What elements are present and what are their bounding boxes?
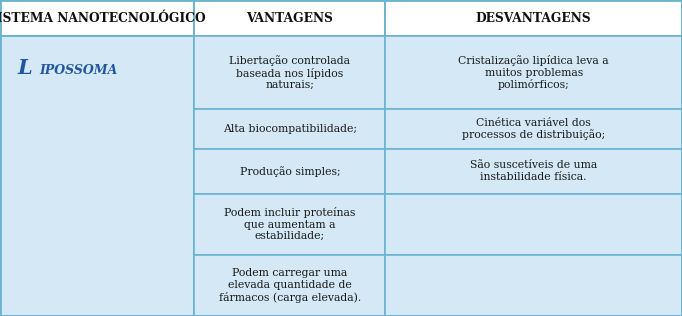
Text: Libertação controlada
baseada nos lípidos
naturais;: Libertação controlada baseada nos lípido… [229,55,351,90]
Bar [0,36,194,316]
Text: Cristalização lipídica leva a
muitos problemas
polimórficos;: Cristalização lipídica leva a muitos pro… [458,55,609,90]
Text: VANTAGENS: VANTAGENS [246,12,333,25]
Text: L: L [17,58,31,78]
Bar [194,193,385,255]
Bar [194,149,385,193]
Bar [385,193,682,255]
Text: IPOSSOMA: IPOSSOMA [40,64,118,77]
Text: Podem incluir proteínas
que aumentam a
estabilidade;: Podem incluir proteínas que aumentam a e… [224,207,355,241]
Bar [385,0,682,36]
Text: São suscetíveis de uma
instabilidade física.: São suscetíveis de uma instabilidade fís… [470,161,597,182]
Bar [194,36,385,109]
Bar [385,109,682,149]
Text: SISTEMA NANOTECNOLÓGICO: SISTEMA NANOTECNOLÓGICO [0,12,206,25]
Bar [194,109,385,149]
Text: DESVANTAGENS: DESVANTAGENS [476,12,591,25]
Text: Alta biocompatibilidade;: Alta biocompatibilidade; [223,124,357,134]
Text: Produção simples;: Produção simples; [239,166,340,177]
Text: Cinética variável dos
processos de distribuição;: Cinética variável dos processos de distr… [462,118,606,140]
Bar [194,255,385,316]
Bar [385,149,682,193]
Bar [385,36,682,109]
Bar [194,0,385,36]
Bar [0,0,194,36]
Bar [385,255,682,316]
Text: Podem carregar uma
elevada quantidade de
fármacos (carga elevada).: Podem carregar uma elevada quantidade de… [219,268,361,303]
